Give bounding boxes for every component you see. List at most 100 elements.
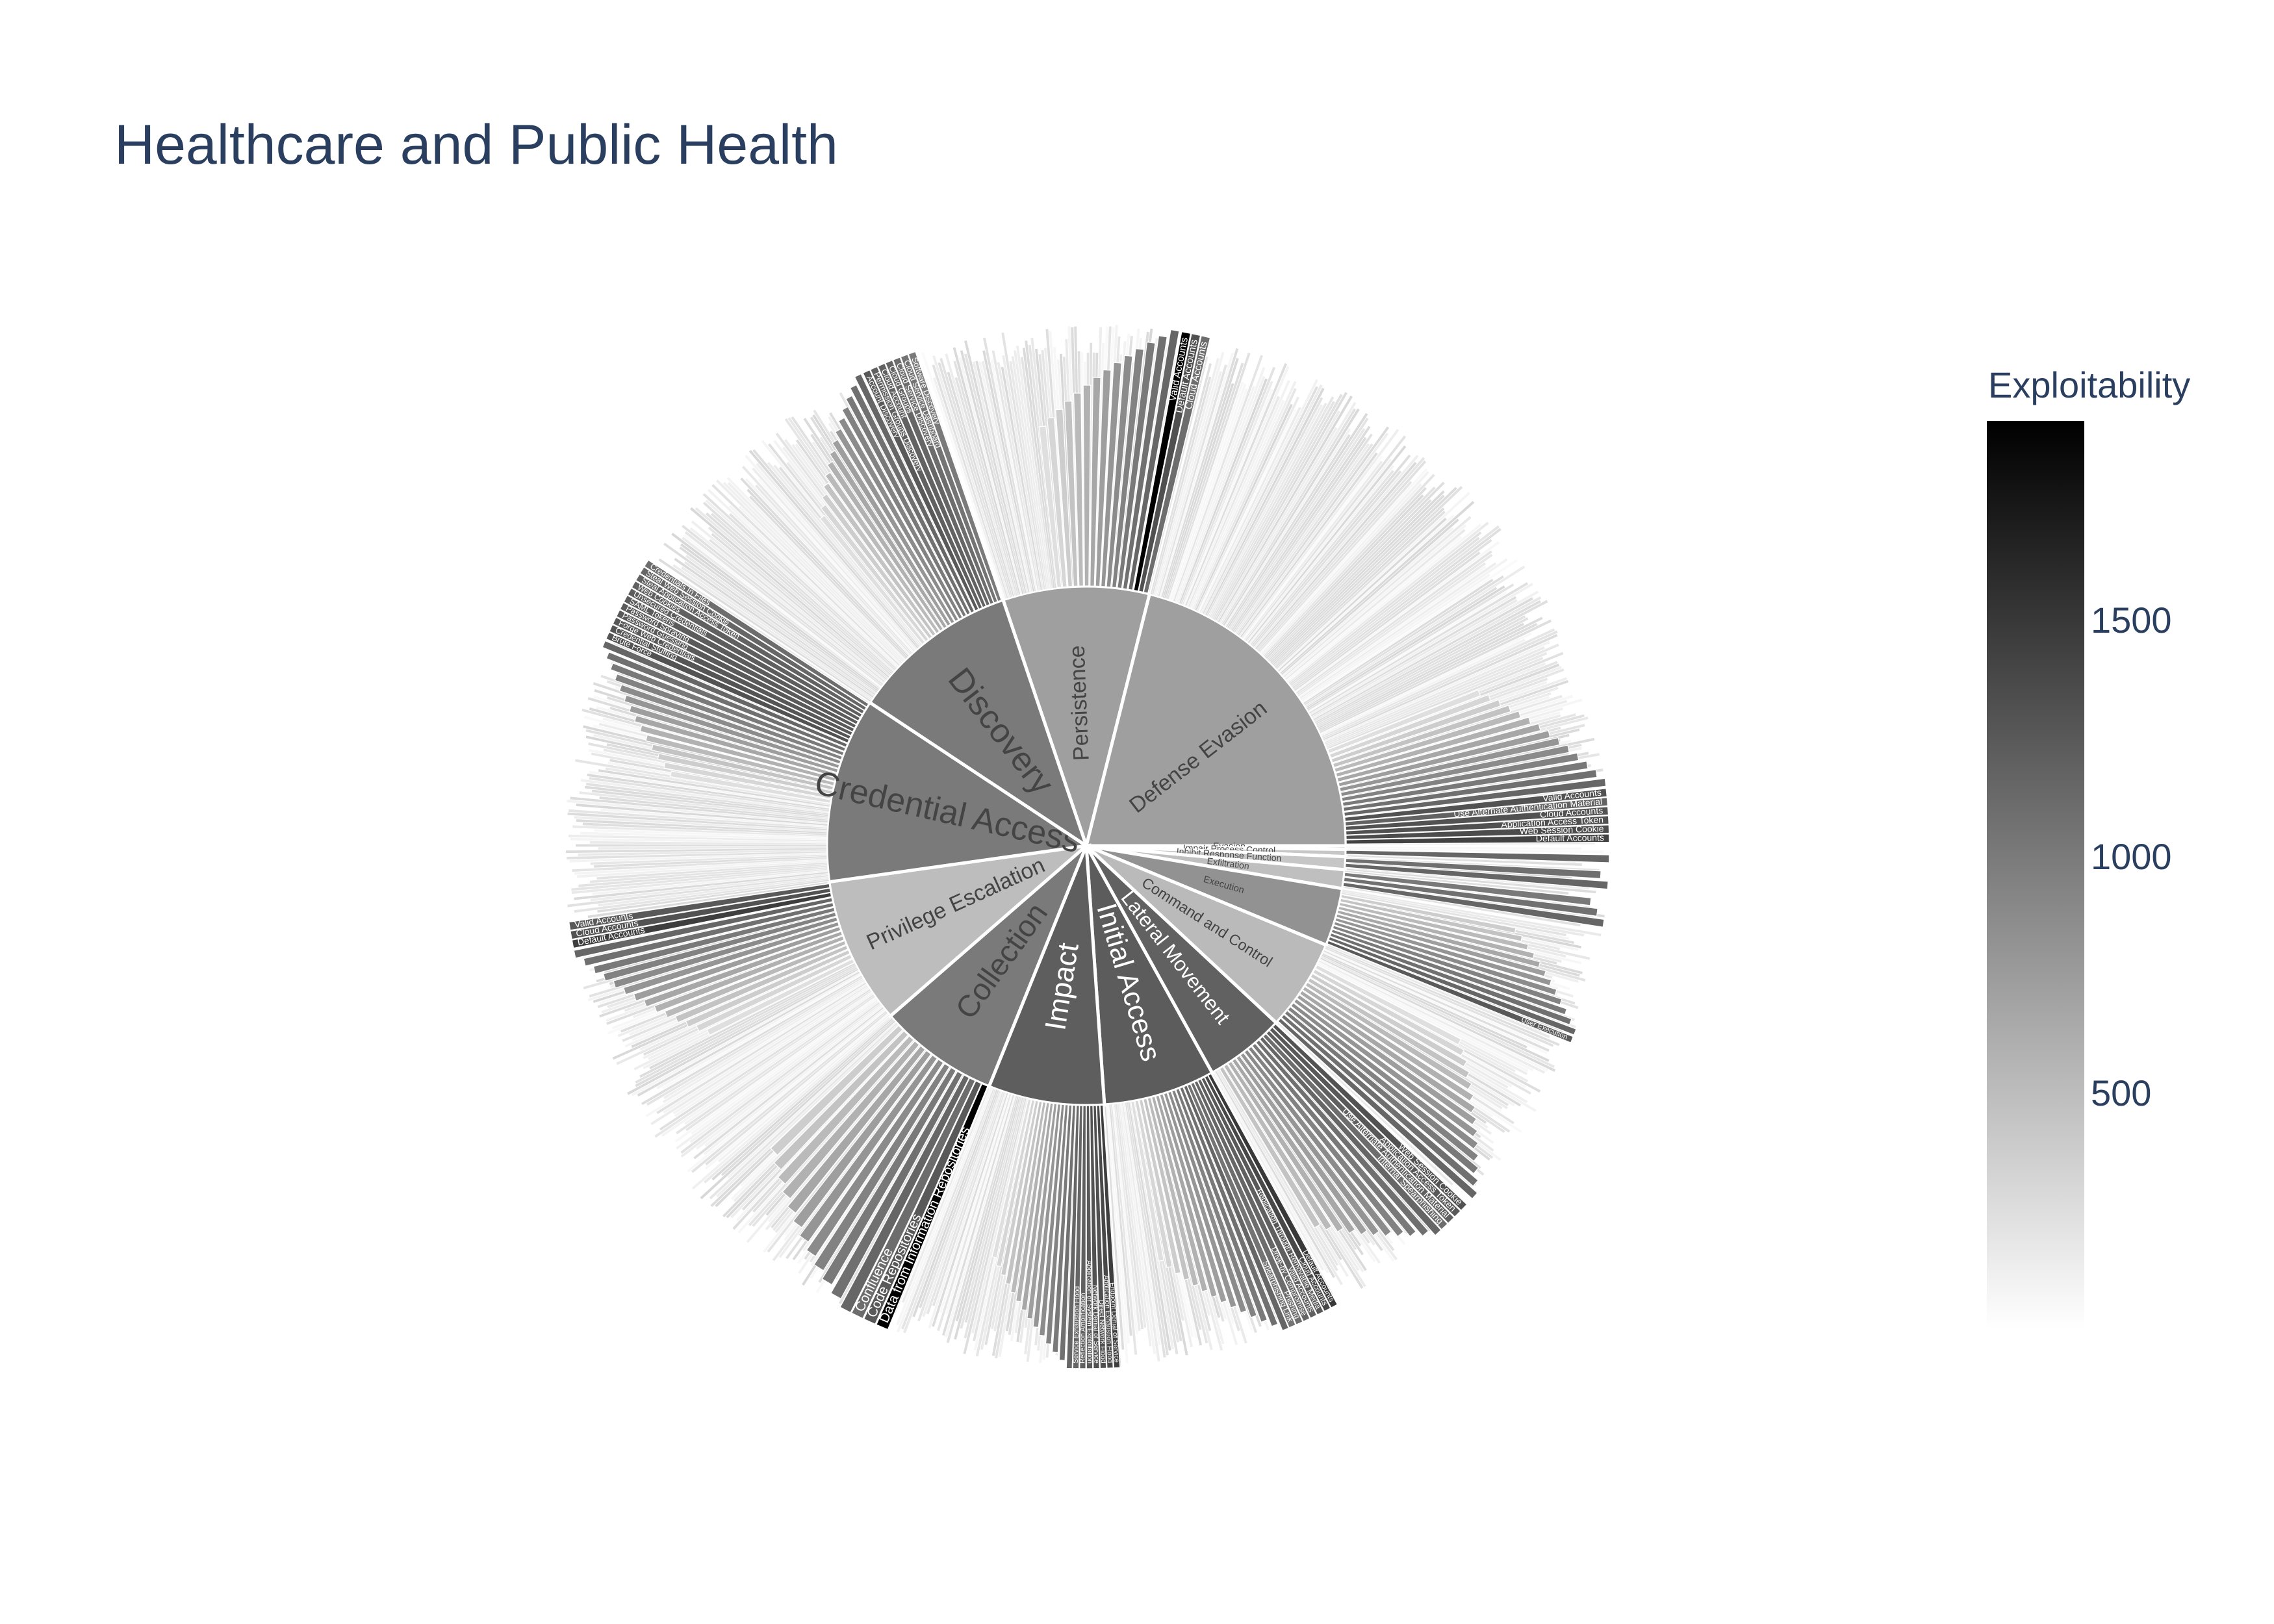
technique-wedge[interactable] [1027,1103,1058,1319]
technique-sliver[interactable] [1227,412,1368,629]
technique-sliver[interactable] [1107,1104,1130,1343]
technique-sliver[interactable] [937,1094,1012,1332]
technique-sliver[interactable] [661,974,862,1090]
technique-wedge[interactable] [1342,882,1605,928]
technique-sliver[interactable] [1234,433,1373,633]
technique-sliver[interactable] [1212,1072,1325,1271]
technique-sliver[interactable] [1278,517,1447,672]
technique-wedge[interactable] [1255,1039,1429,1237]
technique-sliver[interactable] [635,966,857,1084]
technique-wedge[interactable] [1302,985,1474,1102]
technique-sliver[interactable] [1270,490,1445,664]
technique-wedge[interactable] [634,715,837,778]
technique-sliver[interactable] [964,1098,1025,1339]
technique-sliver[interactable] [567,851,827,859]
technique-wedge[interactable] [1305,982,1472,1090]
technique-wedge[interactable] [609,663,845,756]
technique-wedge[interactable] [1066,1105,1080,1369]
technique-wedge[interactable] [1073,392,1084,587]
technique-sliver[interactable] [676,999,878,1150]
technique-wedge[interactable] [1293,998,1478,1137]
technique-sliver[interactable] [1147,356,1208,594]
technique-sliver[interactable] [580,831,827,840]
technique-wedge[interactable] [1095,369,1112,587]
technique-sliver[interactable] [1105,1104,1125,1350]
technique-sliver[interactable] [947,372,1014,597]
technique-sliver[interactable] [1272,487,1457,666]
technique-sliver[interactable] [1288,522,1489,684]
technique-sliver[interactable] [654,990,871,1138]
technique-sliver[interactable] [567,799,828,824]
technique-sliver[interactable] [752,449,920,648]
technique-sliver[interactable] [1231,1060,1364,1256]
technique-sliver[interactable] [748,450,919,649]
technique-sliver[interactable] [932,355,1010,598]
technique-sliver[interactable] [945,353,1016,596]
technique-wedge[interactable] [1329,932,1572,1026]
technique-sliver[interactable] [1164,383,1234,598]
technique-wedge[interactable] [706,958,855,1036]
technique-wedge[interactable] [643,931,843,1008]
technique-sliver[interactable] [1292,527,1501,689]
technique-sliver[interactable] [1293,539,1492,690]
technique-sliver[interactable] [674,557,874,698]
technique-sliver[interactable] [1284,524,1466,679]
technique-sliver[interactable] [1209,402,1327,618]
technique-wedge[interactable] [685,949,850,1028]
technique-sliver[interactable] [1129,1102,1175,1349]
technique-sliver[interactable] [1323,952,1548,1055]
technique-sliver[interactable] [1297,553,1493,695]
technique-sliver[interactable] [954,1097,1021,1340]
technique-sliver[interactable] [1296,550,1492,694]
technique-sliver[interactable] [689,527,884,684]
technique-sliver[interactable] [1302,559,1518,703]
technique-wedge[interactable] [1332,925,1563,1006]
technique-sliver[interactable] [1276,1022,1454,1186]
technique-sliver[interactable] [745,454,916,651]
technique-wedge[interactable] [830,1071,964,1300]
technique-sliver[interactable] [598,876,829,907]
technique-sliver[interactable] [663,978,864,1100]
technique-sliver[interactable] [1307,981,1509,1106]
technique-sliver[interactable] [1318,622,1524,729]
technique-wedge[interactable] [1339,737,1561,793]
technique-sliver[interactable] [576,804,828,826]
technique-sliver[interactable] [1168,381,1244,600]
technique-sliver[interactable] [656,982,866,1115]
technique-sliver[interactable] [901,1086,990,1303]
technique-wedge[interactable] [1314,964,1462,1046]
technique-sliver[interactable] [1268,481,1445,661]
technique-sliver[interactable] [1117,1103,1147,1328]
technique-wedge[interactable] [1047,417,1067,588]
technique-sliver[interactable] [594,856,827,868]
technique-wedge[interactable] [1179,1086,1279,1327]
technique-sliver[interactable] [1287,524,1482,683]
technique-sliver[interactable] [1207,397,1323,616]
technique-sliver[interactable] [1290,537,1480,686]
technique-wedge[interactable] [770,1024,904,1156]
technique-wedge[interactable] [622,921,840,995]
technique-wedge[interactable] [1240,1052,1380,1236]
technique-sliver[interactable] [765,1045,921,1230]
technique-sliver[interactable] [584,785,828,817]
technique-wedge[interactable] [1064,400,1079,587]
technique-sliver[interactable] [705,500,895,672]
technique-sliver[interactable] [587,882,830,919]
technique-sliver[interactable] [1325,643,1559,745]
technique-sliver[interactable] [738,505,901,665]
technique-sliver[interactable] [1223,408,1360,626]
technique-sliver[interactable] [572,825,827,837]
technique-wedge[interactable] [1310,973,1468,1067]
technique-sliver[interactable] [1216,410,1340,622]
technique-sliver[interactable] [1320,959,1549,1072]
technique-wedge[interactable] [573,897,834,959]
technique-wedge[interactable] [1127,329,1180,591]
technique-sliver[interactable] [684,531,882,687]
technique-sliver[interactable] [577,861,827,878]
technique-sliver[interactable] [574,859,827,875]
technique-wedge[interactable] [1219,1066,1321,1228]
technique-wedge[interactable] [1338,730,1551,787]
technique-sliver[interactable] [1286,1009,1481,1169]
technique-sliver[interactable] [695,1004,882,1150]
technique-sliver[interactable] [674,996,876,1143]
